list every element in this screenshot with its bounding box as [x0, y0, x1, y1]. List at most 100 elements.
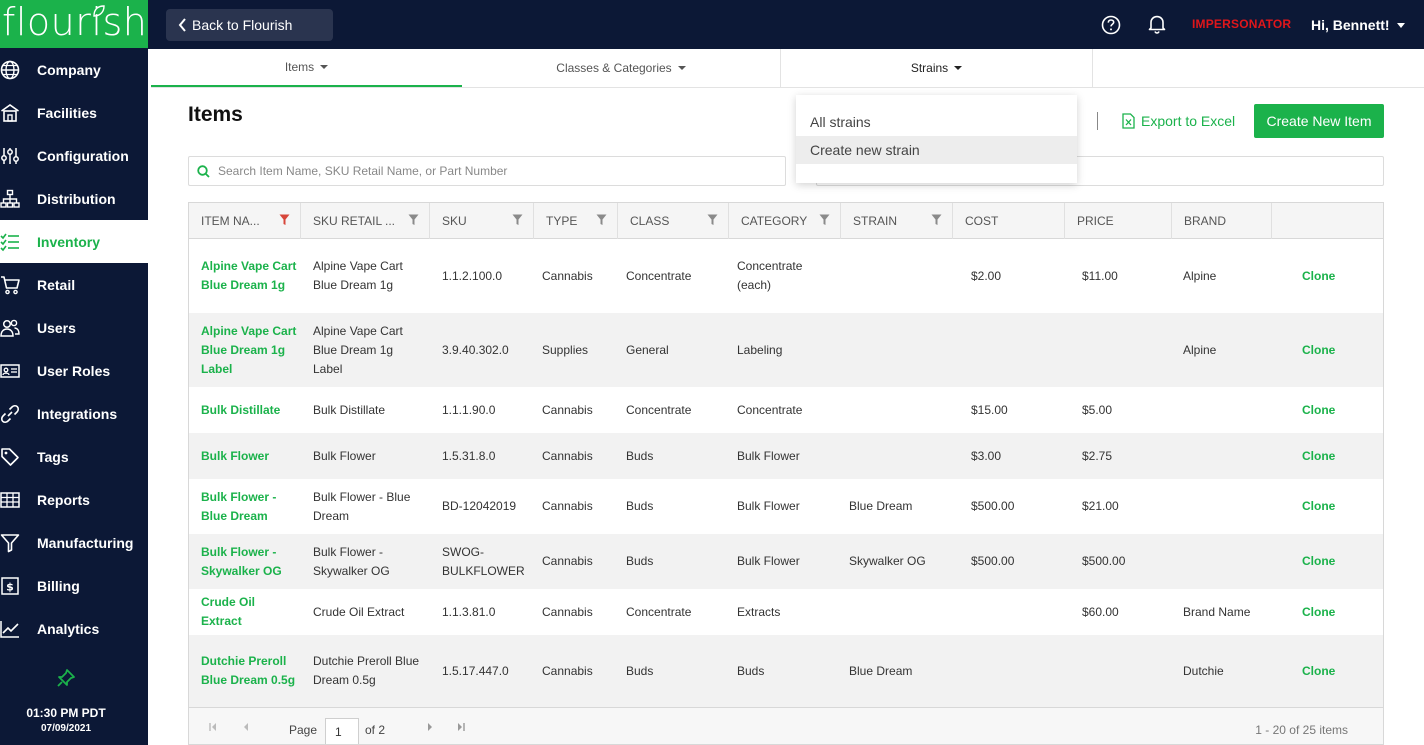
table-header: ITEM NA... SKU RETAIL ... SKU TYPE CLASS CATE… — [189, 203, 1383, 239]
filter-icon[interactable] — [596, 214, 607, 226]
page-title: Items — [188, 103, 243, 126]
sidebar-item-analytics[interactable]: Analytics — [0, 607, 148, 650]
item-name-link[interactable]: Bulk Distillate — [201, 402, 281, 417]
tab-divider — [780, 49, 781, 87]
building-icon — [0, 102, 21, 124]
menu-item-all-strains[interactable]: All strains — [810, 114, 871, 130]
menu-item-create-new-strain[interactable]: Create new strain — [796, 136, 1077, 164]
column-header-2[interactable]: SKU — [430, 203, 534, 239]
cell-sku-retail: Dutchie Preroll Blue Dream 0.5g — [313, 654, 420, 687]
filter-icon[interactable] — [408, 214, 419, 226]
cell-strain — [837, 433, 945, 479]
table-row: Bulk Distillate Bulk Distillate 1.1.1.90.0… — [189, 387, 1383, 433]
filter-icon[interactable] — [819, 214, 830, 226]
filter-icon[interactable] — [279, 214, 290, 226]
item-name-link[interactable]: Dutchie Preroll Blue Dream 0.5g — [201, 654, 296, 687]
cell-strain — [837, 313, 945, 387]
page-number-input[interactable] — [325, 718, 359, 744]
item-name-link[interactable]: Alpine Vape Cart Blue Dream 1g Label — [201, 323, 297, 376]
column-header-1[interactable]: SKU RETAIL ... — [301, 203, 430, 239]
search-input[interactable] — [218, 164, 778, 178]
tab-items-label: Items — [284, 60, 315, 74]
clone-link[interactable]: Clone — [1302, 554, 1336, 568]
item-name-link[interactable]: Bulk Flower - Skywalker OG — [201, 544, 282, 578]
tab-strains-label: Strains — [910, 61, 949, 75]
sidebar-item-label: Configuration — [37, 147, 129, 164]
flourish-logo[interactable]: flourish — [0, 0, 148, 48]
cell-type: Cannabis — [542, 604, 593, 619]
sidebar-item-company[interactable]: Company — [0, 48, 148, 91]
last-page-icon[interactable] — [456, 722, 466, 732]
cell-sku-retail: Bulk Flower — [313, 448, 376, 463]
clone-link[interactable]: Clone — [1302, 448, 1336, 463]
bell-icon[interactable] — [1148, 14, 1166, 34]
sidebar-item-integrations[interactable]: Integrations — [0, 392, 148, 435]
cell-price: $500.00 — [1082, 554, 1126, 568]
sidebar-item-distribution[interactable]: Distribution — [0, 177, 148, 220]
column-header-7[interactable]: COST — [953, 203, 1065, 239]
column-header-6[interactable]: STRAIN — [841, 203, 953, 239]
create-new-item-button[interactable]: Create New Item — [1254, 104, 1384, 138]
sidebar-item-reports[interactable]: Reports — [0, 478, 148, 521]
tab-classes-categories[interactable]: Classes & Categories — [462, 49, 780, 87]
tab-strains[interactable]: Strains — [781, 49, 1092, 87]
clone-link[interactable]: Clone — [1302, 604, 1336, 619]
cell-sku: 1.1.2.100.0 — [442, 268, 503, 283]
back-label: Back to Flourish — [192, 17, 293, 33]
sidebar-item-user-roles[interactable]: User Roles — [0, 349, 148, 392]
sidebar-item-tags[interactable]: Tags — [0, 435, 148, 478]
help-icon[interactable] — [1101, 15, 1121, 35]
clone-link[interactable]: Clone — [1302, 268, 1336, 283]
tab-items[interactable]: Items — [151, 49, 462, 87]
cell-brand: Dutchie — [1183, 663, 1224, 678]
export-to-excel-button[interactable]: Export to Excel — [1122, 113, 1235, 129]
column-header-3[interactable]: TYPE — [534, 203, 618, 239]
clone-link[interactable]: Clone — [1302, 663, 1336, 678]
clone-link[interactable]: Clone — [1302, 499, 1336, 513]
back-to-flourish-button[interactable]: Back to Flourish — [166, 9, 333, 41]
clone-link[interactable]: Clone — [1302, 342, 1336, 357]
item-name-link[interactable]: Bulk Flower - Blue Dream — [201, 489, 277, 523]
cell-strain: Skywalker OG — [849, 554, 926, 568]
bill-icon: $ — [0, 575, 21, 597]
item-name-link[interactable]: Crude Oil Extract — [201, 595, 256, 628]
column-header-5[interactable]: CATEGORY — [729, 203, 841, 239]
pin-icon[interactable] — [56, 668, 76, 688]
sidebar-item-label: Integrations — [37, 405, 118, 422]
sidebar-item-manufacturing[interactable]: Manufacturing — [0, 521, 148, 564]
sidebar-item-users[interactable]: Users — [0, 306, 148, 349]
sidebar-item-retail[interactable]: Retail — [0, 263, 148, 306]
prev-page-icon[interactable] — [241, 722, 251, 732]
first-page-icon[interactable] — [208, 722, 218, 732]
filter-icon[interactable] — [707, 214, 718, 226]
cell-type: Supplies — [542, 342, 589, 357]
column-header-0[interactable]: ITEM NA... — [189, 203, 301, 239]
column-header-8[interactable]: PRICE — [1065, 203, 1172, 239]
cell-class: General — [626, 342, 669, 357]
cell-strain — [837, 589, 945, 635]
cell-sku-retail: Bulk Flower - Skywalker OG — [313, 544, 390, 578]
filter-icon[interactable] — [931, 214, 942, 226]
cell-type: Cannabis — [542, 448, 593, 463]
user-menu[interactable]: Hi, Bennett! — [1311, 17, 1405, 33]
next-page-icon[interactable] — [425, 722, 435, 732]
column-header-4[interactable]: CLASS — [618, 203, 729, 239]
tag-icon — [0, 446, 21, 468]
sidebar-item-inventory[interactable]: Inventory — [0, 220, 148, 263]
sidebar-item-configuration[interactable]: Configuration — [0, 134, 148, 177]
cell-sku: 1.5.31.8.0 — [442, 448, 496, 463]
globe-icon — [0, 59, 21, 81]
item-name-link[interactable]: Bulk Flower — [201, 448, 270, 463]
sitemap-icon — [0, 188, 21, 210]
cell-cost: $500.00 — [971, 499, 1015, 513]
tab-classes-label: Classes & Categories — [556, 61, 672, 75]
cell-price — [1070, 635, 1170, 707]
items-table: ITEM NA... SKU RETAIL ... SKU TYPE CLASS CATE… — [188, 202, 1384, 745]
sidebar-item-billing[interactable]: $ Billing — [0, 564, 148, 607]
clone-link[interactable]: Clone — [1302, 402, 1336, 417]
cell-sku: 1.5.17.447.0 — [442, 663, 509, 678]
column-header-9[interactable]: BRAND — [1172, 203, 1272, 239]
sidebar-item-facilities[interactable]: Facilities — [0, 91, 148, 134]
filter-icon[interactable] — [512, 214, 523, 226]
item-name-link[interactable]: Alpine Vape Cart Blue Dream 1g — [201, 259, 297, 292]
